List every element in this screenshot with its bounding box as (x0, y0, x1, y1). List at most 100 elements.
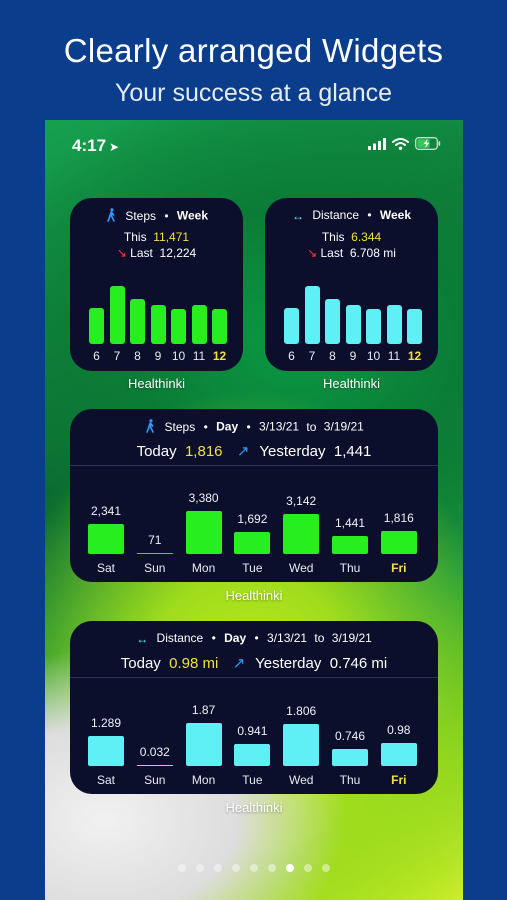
x-axis-label: Fri (391, 773, 407, 787)
x-axis-label: Sun (144, 773, 166, 787)
this-label: This (321, 230, 345, 244)
chart-bar (191, 305, 207, 344)
separator-dot: • (164, 208, 169, 223)
metric-label: Steps (164, 419, 196, 434)
bar-value-label: 1,816 (383, 510, 414, 525)
walking-icon (105, 208, 117, 225)
chart-bar (380, 530, 417, 554)
period-label: Week (176, 208, 209, 223)
walking-icon (144, 419, 156, 436)
chart-bar (185, 723, 222, 766)
x-axis-label: 7 (308, 349, 316, 363)
page-dot[interactable] (250, 864, 258, 872)
bar-value-label: 1.87 (191, 703, 216, 717)
bar-value-label: 71 (148, 532, 162, 547)
chart-bar (366, 309, 381, 344)
page-dot[interactable] (304, 864, 312, 872)
this-value: 6.344 (351, 230, 382, 244)
page-dot[interactable] (214, 864, 222, 872)
chart-bar (234, 744, 271, 766)
x-axis-label: 8 (134, 349, 141, 363)
bar-value-label: 1.289 (90, 716, 122, 731)
x-axis-label: Wed (288, 561, 314, 575)
trend-down-arrow-icon: ↘ (307, 246, 318, 260)
chart-bar (212, 309, 227, 344)
location-arrow-icon: ➤ (109, 140, 120, 154)
page-dot[interactable] (196, 864, 204, 872)
page-dot[interactable] (268, 864, 276, 872)
chart-bar (185, 511, 222, 554)
chart-bar (304, 286, 320, 344)
x-axis-label: Tue (242, 561, 263, 575)
bar-value-label: 2,341 (90, 504, 122, 519)
x-axis-label: 6 (93, 349, 100, 363)
date-to: 3/19/21 (331, 631, 372, 645)
x-axis-label: Sun (144, 561, 166, 575)
chart-bar (332, 535, 368, 554)
page-dot[interactable] (322, 864, 330, 872)
last-value: 6.708 mi (349, 246, 396, 260)
today-yesterday-row: Today 1,816 ↗ Yesterday 1,441 (70, 442, 438, 460)
period-label: Day (216, 419, 239, 434)
x-axis-label: Mon (191, 561, 216, 575)
separator-dot: • (254, 631, 259, 645)
today-label: Today (136, 443, 177, 460)
chart-bar (407, 309, 422, 344)
page-dot[interactable] (286, 864, 294, 872)
distance-week-widget[interactable]: ↔ Distance • Week This 6.344 ↘ Last 6.70… (265, 198, 438, 371)
distance-arrows-icon: ↔ (291, 208, 304, 223)
page-indicator[interactable] (45, 864, 463, 872)
bar-value-label: 0.032 (139, 744, 170, 759)
metric-label: Distance (156, 631, 204, 645)
bar-value-label: 1,441 (334, 515, 366, 530)
last-row: ↘ Last 12,224 (70, 246, 243, 260)
x-axis-label: 6 (288, 349, 295, 363)
x-axis-label: Thu (339, 561, 361, 575)
date-to-word: to (306, 419, 317, 434)
chart-bar (136, 552, 173, 554)
x-axis-label: 9 (154, 349, 162, 363)
chart-bar (386, 305, 402, 344)
wifi-icon (392, 137, 409, 150)
chart-bar (380, 743, 417, 766)
divider (70, 677, 438, 678)
period-label: Day (224, 631, 247, 645)
x-axis-label: 12 (212, 349, 227, 363)
chart-bar (325, 298, 340, 344)
battery-charging-icon (415, 137, 441, 150)
trend-down-arrow-icon: ↘ (116, 246, 127, 260)
chart-bar (283, 724, 320, 766)
this-row: This 11,471 (70, 230, 243, 244)
divider (70, 465, 438, 466)
today-value: 1,816 (184, 443, 223, 460)
widget-header: ↔ Distance • Week (265, 208, 438, 223)
distance-day-widget-label: Healthinki (225, 800, 283, 815)
chart-bar (89, 308, 104, 344)
bar-value-label: 0.941 (237, 724, 268, 739)
steps-day-widget[interactable]: Steps • Day • 3/13/21 to 3/19/21 Today 1… (70, 409, 438, 582)
today-yesterday-row: Today 0.98 mi ↗ Yesterday 0.746 mi (70, 654, 438, 672)
today-label: Today (120, 655, 161, 672)
subheadline: Your success at a glance (114, 79, 393, 107)
bar-value-label: 3,142 (286, 494, 317, 509)
steps-week-widget[interactable]: Steps • Week This 11,471 ↘ Last 12,224 6… (70, 198, 243, 371)
bar-value-label: 0.98 (387, 723, 411, 738)
today-value: 0.98 mi (169, 655, 219, 672)
x-axis-label: 8 (329, 349, 336, 363)
headline: Clearly arranged Widgets (63, 32, 444, 69)
distance-day-widget[interactable]: ↔ Distance • Day • 3/13/21 to 3/19/21 To… (70, 621, 438, 794)
page-dot[interactable] (232, 864, 240, 872)
x-axis-label: Sat (96, 561, 115, 575)
steps-week-widget-label: Healthinki (127, 376, 186, 391)
last-row: ↘ Last 6.708 mi (265, 246, 438, 260)
page-dot[interactable] (178, 864, 186, 872)
last-label: Last (130, 246, 153, 260)
chart-bar (88, 736, 124, 766)
date-from: 3/13/21 (267, 631, 308, 645)
metric-label: Distance (312, 208, 359, 222)
chart-bar (283, 514, 320, 554)
x-axis-label: Fri (391, 561, 407, 575)
this-row: This 6.344 (265, 230, 438, 244)
yesterday-value: 0.746 mi (329, 655, 388, 672)
this-value: 11,471 (153, 230, 190, 244)
